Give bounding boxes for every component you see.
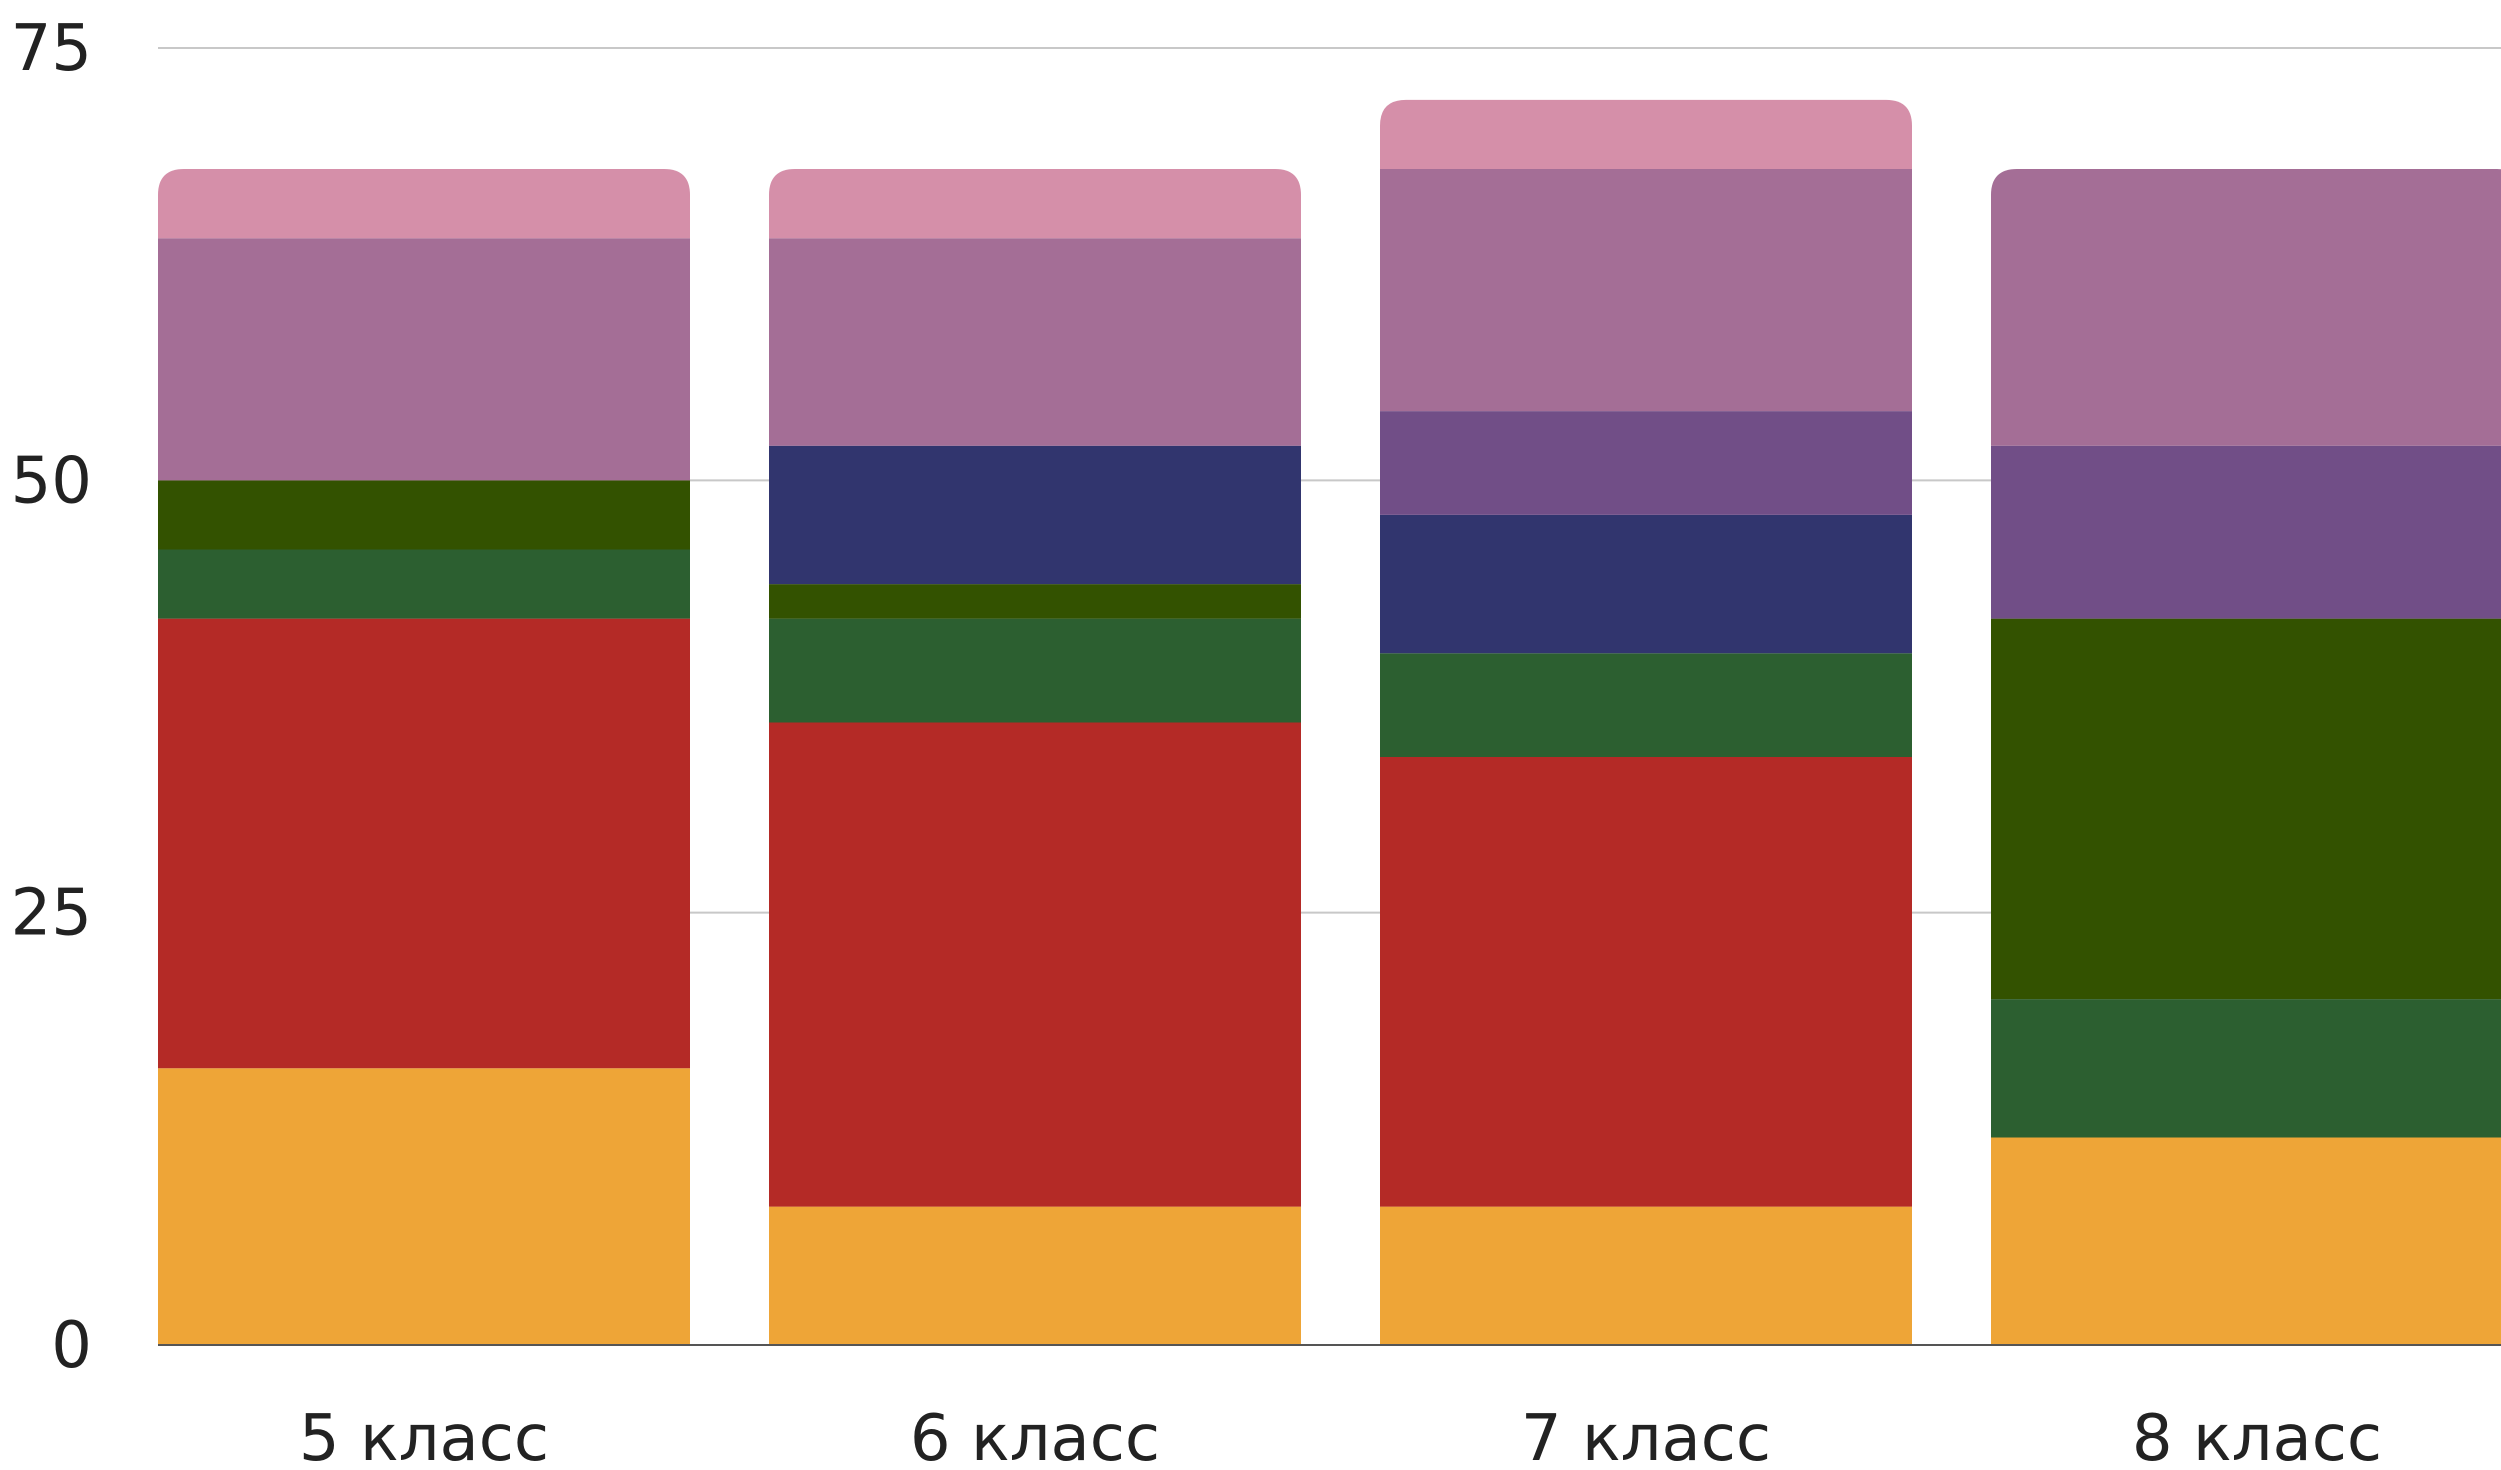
bar-segment <box>1991 1137 2501 1345</box>
bar-stack <box>158 169 690 1345</box>
bar-segment <box>158 619 690 1069</box>
x-tick-label: 8 класс <box>2132 1402 2382 1470</box>
bar-stack <box>1380 100 1912 1345</box>
bar-segment <box>1380 411 1912 515</box>
bar-segment <box>1380 757 1912 1207</box>
bar-segment <box>158 1068 690 1345</box>
bar-segment <box>1991 446 2501 619</box>
y-tick-label: 50 <box>11 444 92 518</box>
bar-segment <box>1380 515 1912 653</box>
bar-segment <box>769 238 1301 446</box>
bar-segment <box>1380 653 1912 757</box>
bar-segment <box>158 238 690 480</box>
bar-segment <box>1991 169 2501 446</box>
bar-segment <box>158 550 690 619</box>
bars <box>158 100 2501 1345</box>
bar-segment <box>769 619 1301 723</box>
x-tick-label: 6 класс <box>910 1402 1160 1470</box>
y-tick-label: 25 <box>11 877 92 951</box>
y-tick-label: 75 <box>11 12 92 86</box>
bar-segment <box>769 722 1301 1206</box>
bar-segment <box>769 1207 1301 1345</box>
bar-stack <box>769 169 1301 1345</box>
bar-segment <box>1380 169 1912 411</box>
bar-segment <box>769 584 1301 619</box>
bar-segment <box>769 169 1301 238</box>
x-tick-label: 7 класс <box>1521 1402 1771 1470</box>
bar-segment <box>1380 100 1912 169</box>
y-tick-label: 0 <box>51 1309 92 1383</box>
bar-segment <box>769 446 1301 584</box>
bar-segment <box>1380 1207 1912 1345</box>
bar-segment <box>1991 999 2501 1137</box>
x-tick-label: 5 класс <box>299 1402 549 1470</box>
bar-segment <box>158 169 690 238</box>
bar-segment <box>158 480 690 549</box>
bar-stack <box>1991 169 2501 1345</box>
bar-segment <box>1991 619 2501 999</box>
